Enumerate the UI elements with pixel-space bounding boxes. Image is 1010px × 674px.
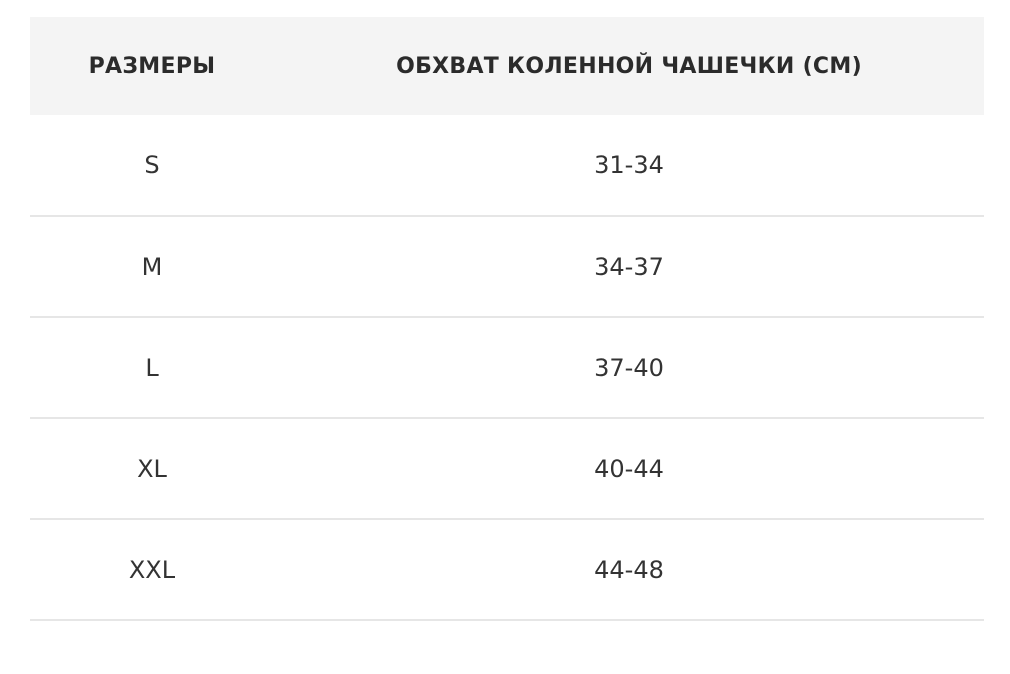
size-table: РАЗМЕРЫ ОБХВАТ КОЛЕННОЙ ЧАШЕЧКИ (СМ) S 3… (30, 17, 984, 621)
table-row: S 31-34 (30, 115, 984, 216)
table-row: L 37-40 (30, 317, 984, 418)
range-cell: 34-37 (594, 252, 664, 281)
size-cell: XXL (128, 555, 176, 584)
size-cell: S (144, 151, 160, 179)
size-cell: M (141, 252, 163, 281)
range-cell: 37-40 (594, 353, 664, 382)
range-cell: 40-44 (594, 454, 664, 483)
size-cell: XL (137, 454, 167, 483)
size-cell: L (145, 353, 159, 382)
header-row: РАЗМЕРЫ ОБХВАТ КОЛЕННОЙ ЧАШЕЧКИ (СМ) (30, 17, 984, 115)
range-cell: 31-34 (594, 151, 664, 179)
header-knee-circumference: ОБХВАТ КОЛЕННОЙ ЧАШЕЧКИ (СМ) (396, 53, 862, 79)
range-cell: 44-48 (594, 555, 664, 584)
table-row: XXL 44-48 (30, 519, 984, 620)
table-row: M 34-37 (30, 216, 984, 317)
table-row: XL 40-44 (30, 418, 984, 519)
header-size: РАЗМЕРЫ (88, 53, 216, 79)
